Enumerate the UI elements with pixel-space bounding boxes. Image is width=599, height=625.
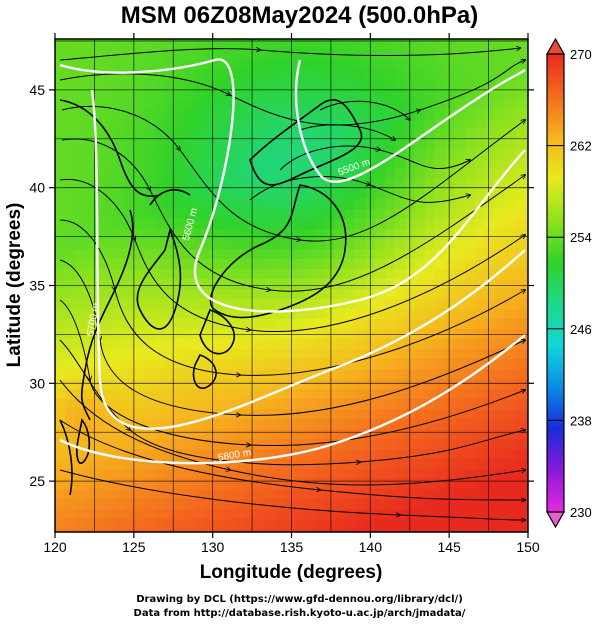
- colorbar-label: 238: [570, 413, 592, 428]
- streamline: [59, 48, 520, 61]
- colorbar-max-arrow: [545, 37, 566, 55]
- contour-line: [59, 334, 526, 465]
- y-tick-label: 25: [29, 473, 45, 489]
- map-title: MSM 06Z08May2024 (500.0hPa): [120, 2, 479, 29]
- coastline-segment: [59, 99, 161, 197]
- streamline: [59, 379, 525, 486]
- y-axis: 25 30 35 40 45: [29, 82, 534, 489]
- colorbar-label: 254: [570, 230, 592, 245]
- streamline: [59, 469, 525, 520]
- streamline: [319, 100, 410, 120]
- coastline-segment: [209, 184, 347, 319]
- colorbar: 230 238 246 254 262 270: [545, 37, 592, 529]
- streamline: [59, 339, 525, 466]
- x-axis: 120 125 130 135 140 145 150: [43, 33, 540, 555]
- coastline: [59, 99, 363, 496]
- coastline-segment: [59, 419, 73, 496]
- coastline-segment: [199, 309, 235, 355]
- x-tick-label: 140: [359, 539, 383, 555]
- y-tick-label: 45: [29, 82, 45, 98]
- streamline: [279, 145, 470, 171]
- colorbar-label: 270: [570, 47, 592, 62]
- coastline-segment: [136, 227, 182, 330]
- y-tick-label: 30: [29, 375, 45, 391]
- credit-data: Data from http://database.rish.kyoto-u.a…: [133, 608, 466, 619]
- colorbar-min-arrow: [545, 511, 566, 529]
- colorbar-label: 262: [570, 139, 592, 154]
- contour-line: [90, 89, 526, 430]
- x-tick-label: 135: [280, 539, 304, 555]
- coastline-segment: [192, 354, 217, 389]
- coastline-segment: [149, 189, 191, 206]
- credit-drawing: Drawing by DCL (https://www.gfd-dennou.o…: [136, 594, 463, 605]
- wind-streamlines: [59, 48, 525, 520]
- x-tick-label: 145: [437, 539, 461, 555]
- x-tick-label: 125: [122, 539, 146, 555]
- colorbar-label: 246: [570, 322, 592, 337]
- streamline: [59, 419, 525, 500]
- contour-line: [294, 59, 526, 183]
- contour-line: [59, 58, 526, 313]
- y-tick-label: 35: [29, 278, 45, 294]
- streamline: [299, 124, 395, 140]
- x-tick-label: 150: [516, 539, 540, 555]
- x-tick-label: 130: [201, 539, 225, 555]
- x-axis-label: Longitude (degrees): [200, 562, 383, 583]
- colorbar-label: 230: [570, 505, 592, 520]
- y-tick-label: 40: [29, 180, 45, 196]
- x-tick-label: 120: [43, 539, 67, 555]
- y-axis-label: Latitude (degrees): [4, 203, 25, 368]
- colorbar-body: [546, 53, 565, 513]
